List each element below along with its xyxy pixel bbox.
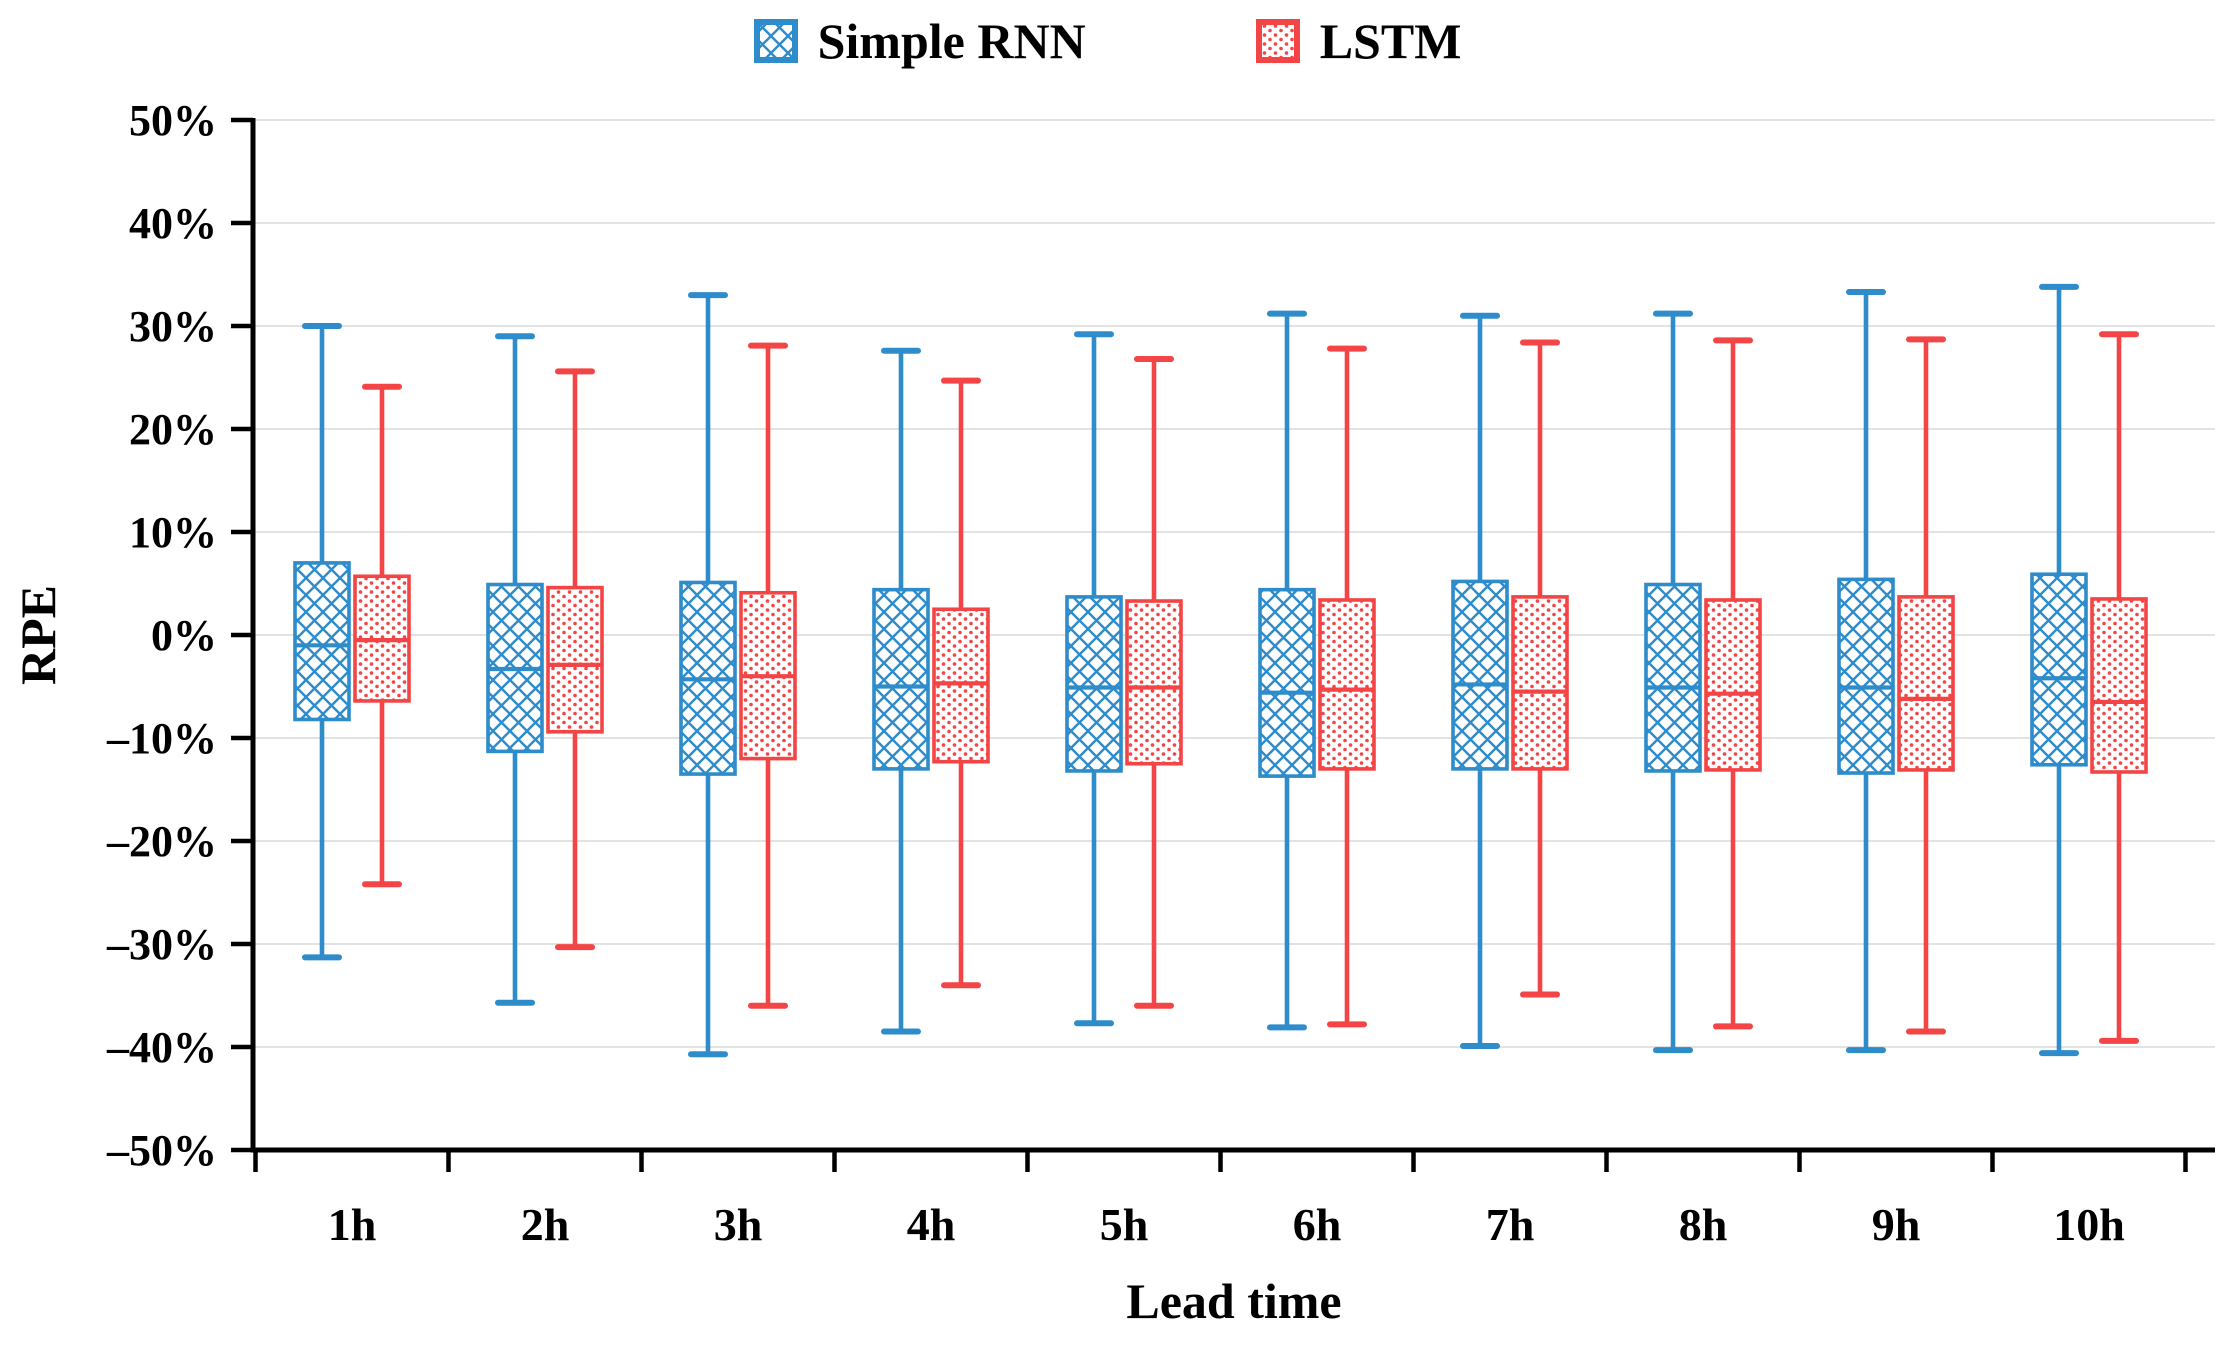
box-simple-rnn-4h (874, 589, 928, 769)
y-tick-label--40: –40% (106, 1023, 217, 1072)
y-tick-label-50: 50% (129, 96, 217, 145)
box-simple-rnn-9h (1839, 579, 1893, 774)
box-border-simple-rnn-1h (293, 561, 351, 722)
y-tick-label-0: 0% (151, 611, 217, 660)
y-tick-label--30: –30% (106, 920, 217, 969)
box-border-simple-rnn-4h (872, 587, 930, 771)
y-tick-label-20: 20% (129, 405, 217, 454)
box-border-lstm-7h (1511, 595, 1569, 771)
x-category-label-6h: 6h (1293, 1199, 1342, 1250)
y-tick-label--10: –10% (106, 714, 217, 763)
crosshatch-swatch-icon (753, 19, 798, 63)
box-border-lstm-9h (1897, 595, 1955, 772)
x-axis-title: Lead time (1126, 1273, 1341, 1329)
y-axis-title: RPE (10, 585, 66, 685)
box-border-simple-rnn-6h (1258, 587, 1316, 778)
legend-item-lstm: LSTM (1255, 13, 1462, 69)
box-simple-rnn-7h (1453, 581, 1507, 769)
dots-swatch-icon (1255, 19, 1300, 63)
box-simple-rnn-10h (2032, 574, 2086, 765)
x-category-label-10h: 10h (2053, 1199, 2125, 1250)
box-border-lstm-2h (546, 585, 604, 734)
chart-legend: Simple RNN LSTM (0, 6, 2215, 76)
box-lstm-7h (1513, 596, 1567, 769)
x-category-label-4h: 4h (907, 1199, 956, 1250)
x-category-label-3h: 3h (714, 1199, 763, 1250)
x-category-label-2h: 2h (521, 1199, 570, 1250)
box-lstm-9h (1899, 596, 1953, 770)
box-border-simple-rnn-9h (1837, 577, 1895, 775)
box-simple-rnn-6h (1260, 589, 1314, 777)
box-border-lstm-10h (2090, 597, 2148, 774)
legend-item-simple-rnn: Simple RNN (753, 13, 1086, 69)
y-tick-label-10: 10% (129, 508, 217, 557)
box-border-lstm-6h (1318, 598, 1376, 771)
box-lstm-8h (1706, 599, 1760, 770)
x-category-label-7h: 7h (1486, 1199, 1535, 1250)
y-tick-label--50: –50% (106, 1126, 217, 1175)
box-border-simple-rnn-5h (1065, 595, 1123, 773)
y-tick-label-40: 40% (129, 199, 217, 248)
box-simple-rnn-5h (1067, 596, 1121, 771)
box-border-simple-rnn-8h (1644, 582, 1702, 773)
x-category-label-1h: 1h (328, 1199, 377, 1250)
x-category-label-5h: 5h (1100, 1199, 1149, 1250)
legend-label-lstm: LSTM (1319, 13, 1462, 69)
box-lstm-6h (1320, 599, 1374, 769)
box-lstm-10h (2092, 598, 2146, 772)
box-border-simple-rnn-10h (2030, 572, 2088, 767)
box-simple-rnn-1h (295, 562, 349, 720)
y-tick-label--20: –20% (106, 817, 217, 866)
box-border-lstm-8h (1704, 598, 1762, 772)
legend-label-simple-rnn: Simple RNN (817, 13, 1086, 69)
x-category-label-9h: 9h (1872, 1199, 1921, 1250)
box-border-lstm-5h (1125, 599, 1183, 766)
box-lstm-2h (548, 587, 602, 732)
box-simple-rnn-8h (1646, 584, 1700, 771)
box-lstm-5h (1127, 601, 1181, 764)
y-tick-label-30: 30% (129, 302, 217, 351)
box-border-simple-rnn-7h (1451, 579, 1509, 771)
x-category-label-8h: 8h (1679, 1199, 1728, 1250)
